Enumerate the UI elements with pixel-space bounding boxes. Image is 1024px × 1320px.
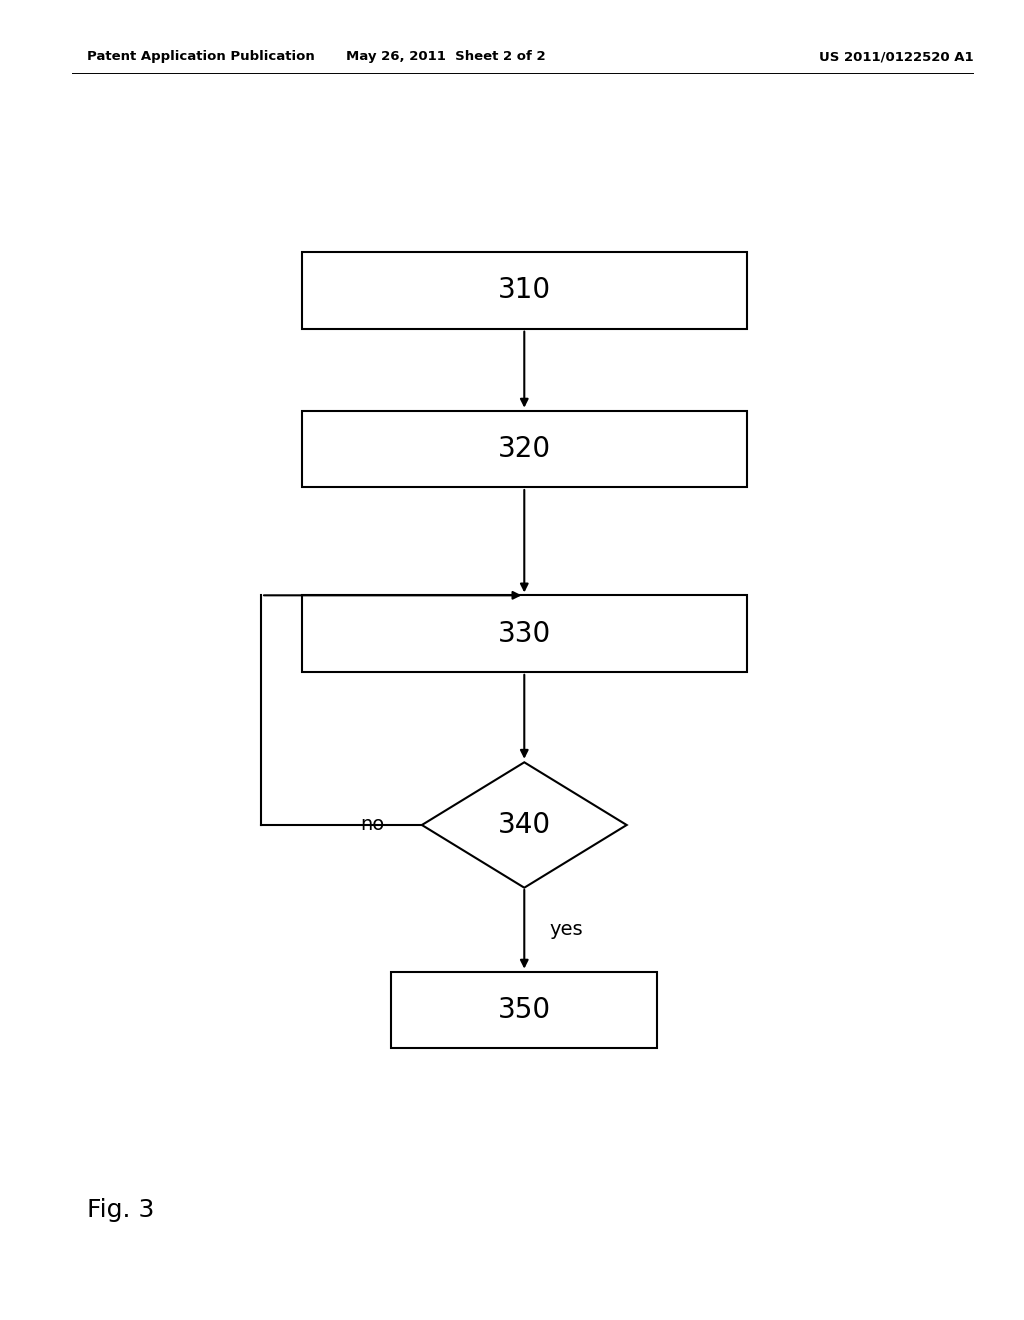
Text: Patent Application Publication: Patent Application Publication <box>87 50 314 63</box>
Bar <box>391 972 657 1048</box>
Text: 350: 350 <box>498 995 551 1024</box>
Bar <box>301 252 748 329</box>
Text: US 2011/0122520 A1: US 2011/0122520 A1 <box>818 50 974 63</box>
Text: yes: yes <box>550 920 584 939</box>
Text: no: no <box>359 816 384 834</box>
Text: 330: 330 <box>498 619 551 648</box>
Bar <box>301 411 748 487</box>
Bar <box>301 595 748 672</box>
Text: 320: 320 <box>498 434 551 463</box>
Text: May 26, 2011  Sheet 2 of 2: May 26, 2011 Sheet 2 of 2 <box>346 50 545 63</box>
Text: 340: 340 <box>498 810 551 840</box>
Text: 310: 310 <box>498 276 551 305</box>
Polygon shape <box>422 763 627 887</box>
Text: Fig. 3: Fig. 3 <box>87 1199 155 1222</box>
